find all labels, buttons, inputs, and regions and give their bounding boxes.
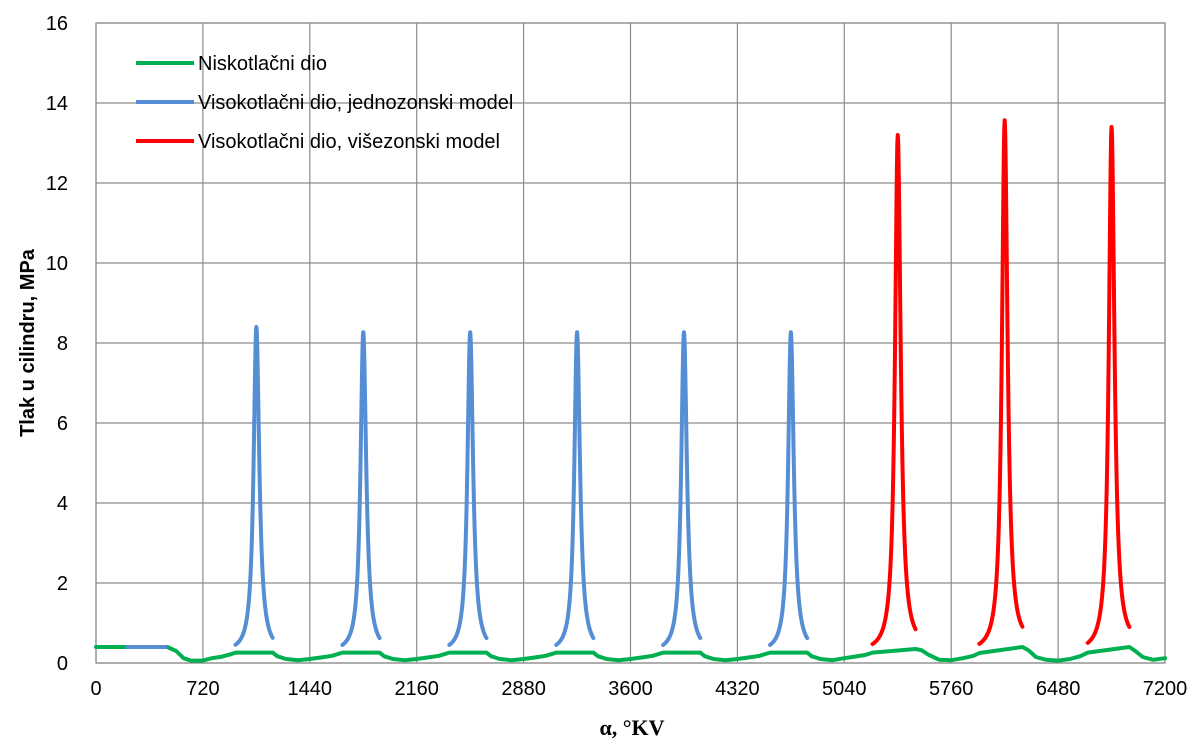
tick-labels: 0 720 1440 2160 2880 3600 4320 5040 5760 6480 7200…	[46, 13, 1188, 700]
pressure-peak	[554, 330, 596, 647]
pressure-peak	[447, 330, 489, 647]
x-tick-label: 2160	[394, 678, 439, 700]
series-3	[870, 118, 1132, 647]
series-lines	[94, 118, 1167, 663]
pressure-peak	[870, 133, 918, 647]
x-tick-label: 0	[90, 678, 101, 700]
legend: Niskotlačni dio Visokotlačni dio, jednozo…	[136, 53, 513, 153]
pressure-peak	[977, 118, 1025, 646]
y-tick-label: 2	[57, 573, 68, 595]
y-tick-label: 10	[46, 253, 68, 275]
x-tick-label: 720	[186, 678, 219, 700]
legend-label: Visokotlačni dio, jednozonski model	[198, 92, 513, 114]
x-tick-label: 5040	[822, 678, 867, 700]
y-tick-label: 4	[57, 493, 68, 515]
x-tick-label: 1440	[288, 678, 333, 700]
pressure-peak	[768, 330, 810, 647]
pressure-peak	[340, 330, 382, 647]
x-axis-label: α, °KV	[599, 715, 664, 740]
y-tick-label: 8	[57, 333, 68, 355]
y-tick-label: 6	[57, 413, 68, 435]
plot-frame	[95, 22, 1166, 664]
legend-label: Visokotlačni dio, višezonski model	[198, 131, 500, 153]
pressure-peak	[661, 330, 703, 647]
y-tick-label: 12	[46, 173, 68, 195]
series-1	[94, 645, 1167, 663]
pressure-peak	[1085, 125, 1132, 645]
series-2	[125, 325, 810, 649]
x-tick-label: 5760	[929, 678, 974, 700]
y-tick-label: 14	[46, 93, 68, 115]
pressure-peak	[233, 325, 275, 647]
x-tick-label: 7200	[1143, 678, 1188, 700]
series-line	[94, 645, 1167, 663]
y-tick-label: 16	[46, 13, 68, 35]
grid	[95, 22, 1166, 664]
x-tick-label: 4320	[715, 678, 760, 700]
legend-label: Niskotlačni dio	[198, 53, 327, 75]
x-tick-label: 2880	[501, 678, 546, 700]
x-tick-label: 3600	[608, 678, 653, 700]
y-axis-label: Tlak u cilindru, MPa	[17, 248, 39, 437]
x-tick-label: 6480	[1036, 678, 1081, 700]
y-tick-label: 0	[57, 653, 68, 675]
